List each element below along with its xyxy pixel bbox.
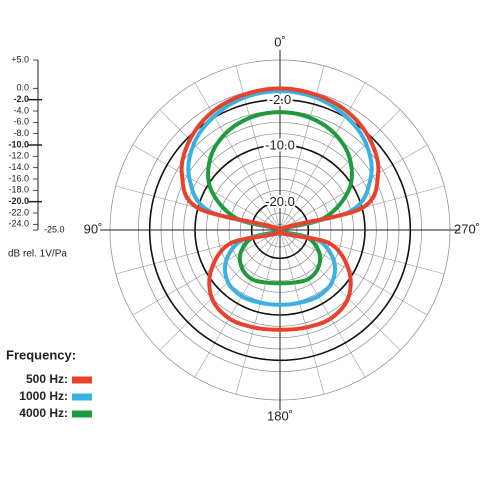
scale-label: -14.0 — [8, 162, 29, 172]
scale-label: -25.0 — [44, 224, 65, 234]
legend-label: 500 Hz: — [26, 372, 68, 386]
angle-label: 180˚ — [267, 408, 293, 423]
polar-curve — [206, 110, 354, 286]
scale-label: -8.0 — [13, 128, 29, 138]
ring-label: -2.0 — [269, 92, 291, 107]
legend-label: 4000 Hz: — [19, 406, 68, 420]
ring-label: -10.0 — [265, 137, 295, 152]
angle-label: 270˚ — [454, 221, 480, 236]
scale-label: 0.0 — [16, 83, 29, 93]
legend-label: 1000 Hz: — [19, 389, 68, 403]
scale-label: -20.0 — [8, 196, 29, 206]
scale-label: -22.0 — [8, 207, 29, 217]
polar-curve — [179, 86, 381, 332]
legend-swatch — [72, 410, 92, 418]
scale-label: -12.0 — [8, 151, 29, 161]
angle-label: 90˚ — [84, 221, 103, 236]
scale-label: +5.0 — [11, 54, 29, 64]
scale-label: -10.0 — [8, 139, 29, 149]
scale-label: -24.0 — [8, 219, 29, 229]
ring-label: -20.0 — [265, 194, 295, 209]
scale-label: -18.0 — [8, 185, 29, 195]
legend-title: Frequency: — [6, 347, 76, 362]
scale-label: -2.0 — [13, 94, 29, 104]
polar-curve — [186, 89, 374, 307]
axis-label: dB rel. 1V/Pa — [8, 249, 67, 260]
scale-label: -4.0 — [13, 105, 29, 115]
angle-label: 0˚ — [274, 34, 286, 49]
scale-label: -6.0 — [13, 117, 29, 127]
legend-swatch — [72, 376, 92, 384]
scale-label: -16.0 — [8, 173, 29, 183]
legend-swatch — [72, 393, 92, 401]
